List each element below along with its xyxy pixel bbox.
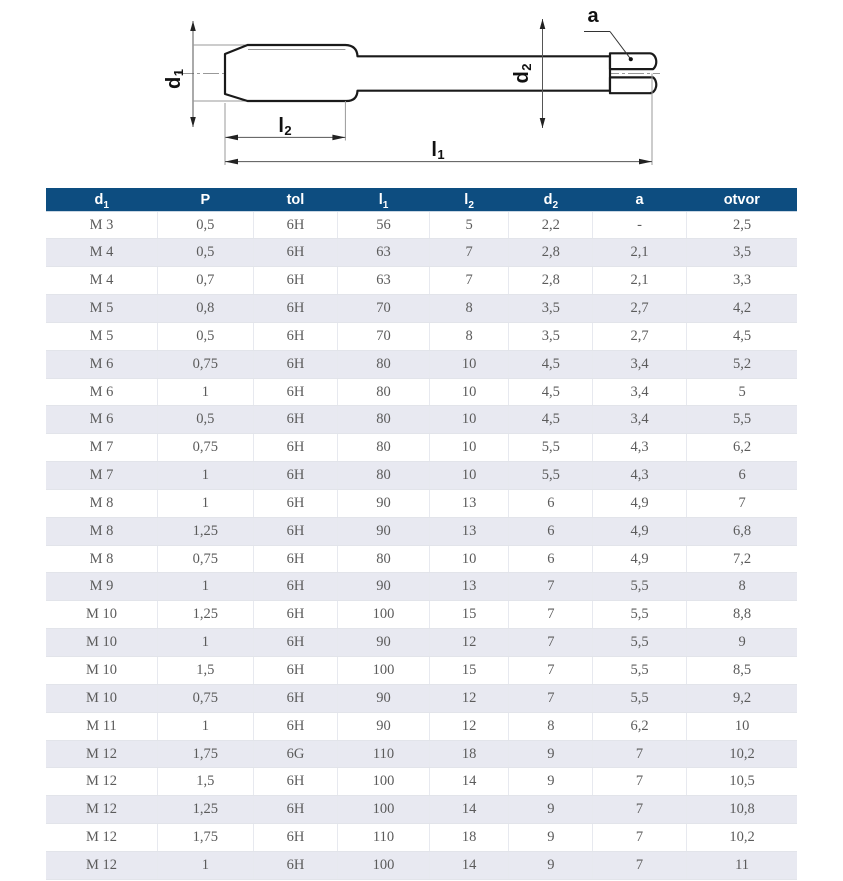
- svg-text:d1: d1: [163, 69, 186, 89]
- svg-text:l1: l1: [431, 139, 444, 162]
- svg-text:l2: l2: [278, 115, 291, 138]
- svg-text:a: a: [587, 5, 599, 27]
